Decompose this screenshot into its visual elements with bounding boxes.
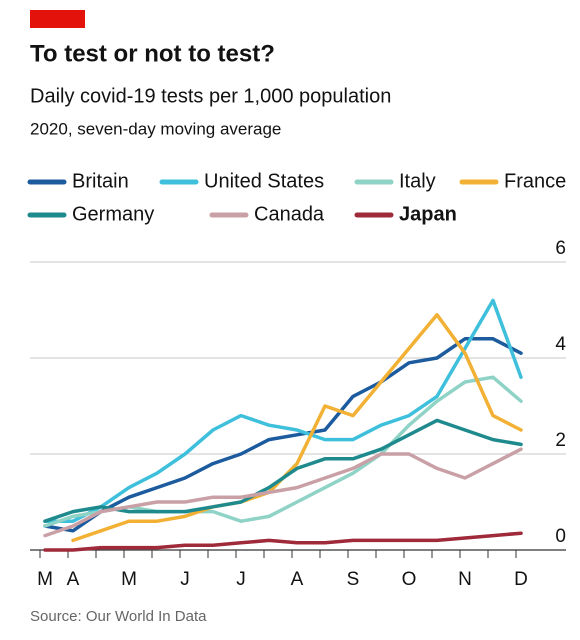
x-tick-label: A: [291, 569, 304, 590]
series-line: [43, 531, 523, 552]
brand-bar: [30, 10, 85, 28]
legend-label: United States: [204, 170, 324, 192]
source: Source: Our World In Data: [30, 608, 207, 625]
y-tick-label: 0: [555, 526, 566, 547]
x-tick-label: D: [514, 569, 528, 590]
series-line: [71, 313, 523, 543]
series-line: [43, 298, 523, 523]
legend-label: Britain: [72, 170, 129, 192]
chart-title: To test or not to test?: [30, 40, 275, 67]
series-line: [43, 418, 523, 523]
y-tick-label: 6: [555, 238, 566, 259]
legend-label: France: [504, 170, 566, 192]
x-tick-label: M: [121, 569, 137, 590]
x-tick-label: O: [402, 569, 417, 590]
x-tick-label: J: [180, 569, 190, 590]
x-tick-label: N: [458, 569, 472, 590]
y-tick-label: 2: [555, 430, 566, 451]
series-line: [43, 337, 523, 533]
legend-label: Germany: [72, 203, 154, 225]
x-tick-label: A: [67, 569, 80, 590]
legend-label: Italy: [399, 170, 436, 192]
x-tick-label: S: [347, 569, 360, 590]
legend-label: Japan: [399, 203, 457, 225]
y-tick-label: 4: [555, 334, 566, 355]
x-tick-label: M: [37, 569, 53, 590]
legend-label: Canada: [254, 203, 325, 225]
x-tick-label: J: [236, 569, 246, 590]
chart-note: 2020, seven-day moving average: [30, 119, 281, 138]
series-line: [43, 447, 523, 538]
chart-subtitle: Daily covid-19 tests per 1,000 populatio…: [30, 85, 391, 107]
